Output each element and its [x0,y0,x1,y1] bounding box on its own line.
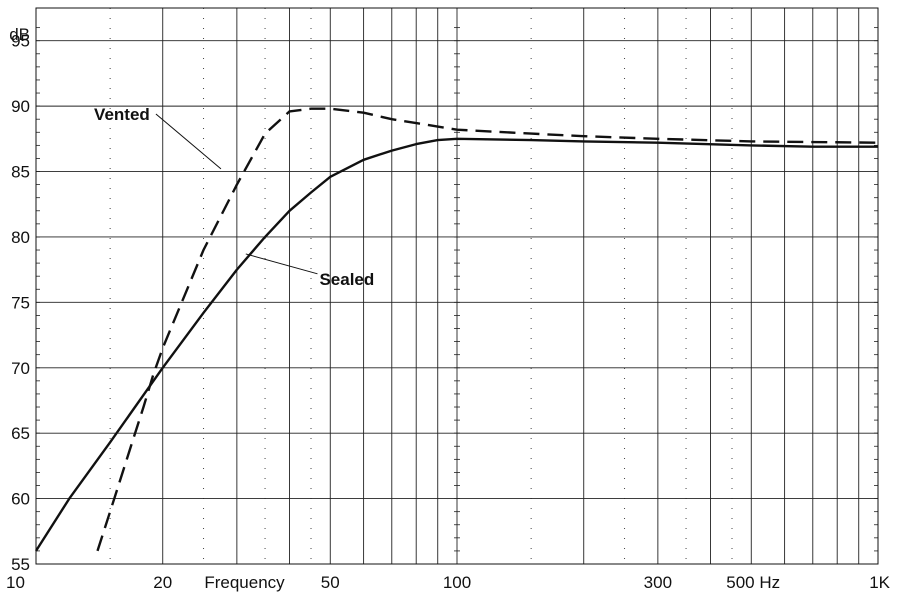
x-tick-label: 10 [6,573,25,592]
annotation-layer: Vented Sealed [94,105,374,289]
series-line-sealed [34,137,878,552]
annotation-leader [155,113,222,170]
y-axis-label: dB [9,25,30,44]
x-tick-label: 50 [321,573,340,592]
y-tick-label: 60 [11,490,30,509]
y-tick-label: 75 [11,293,30,312]
y-tick-label: 85 [11,163,30,182]
annotation-vented: Vented [94,105,150,124]
y-tick-label: 70 [11,359,30,378]
annotation-leader [245,253,318,275]
x-tick-label: 20 [153,573,172,592]
y-tick-label: 90 [11,97,30,116]
x-axis-tick-labels: 10 20 50 100 300 500 Hz 1K [6,573,891,592]
y-tick-label: 95 [11,32,30,51]
y-tick-label: 55 [11,555,30,574]
x-tick-label: 100 [443,573,471,592]
y-tick-label: 65 [11,424,30,443]
y-tick-label: 80 [11,228,30,247]
x-tick-label: 500 Hz [726,573,780,592]
series-line-vented [96,107,879,552]
x-axis-label: Frequency [204,573,285,592]
major-grid [35,8,879,565]
x-tick-label: 300 [644,573,672,592]
x-tick-label: 1K [869,573,890,592]
series-layer [34,107,879,552]
annotation-sealed: Sealed [319,270,374,289]
plot-frame [35,7,879,565]
y-axis-tick-labels: 55 60 65 70 75 80 85 90 95 [11,32,30,574]
